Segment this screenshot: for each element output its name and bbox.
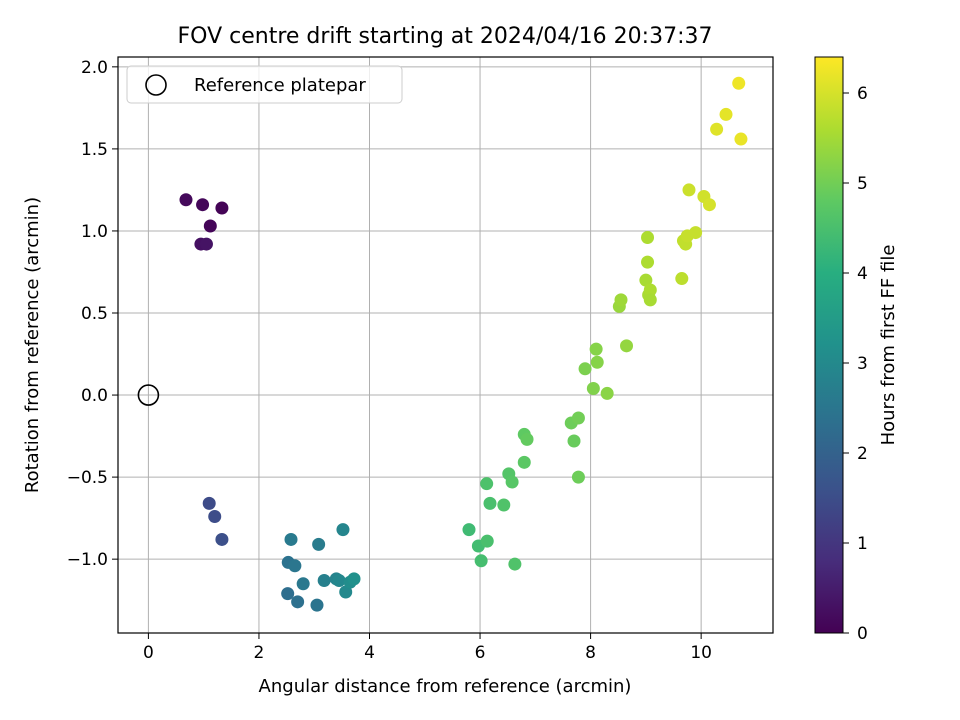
- data-point: [215, 532, 229, 546]
- data-point: [682, 183, 696, 197]
- data-point: [505, 475, 519, 489]
- data-point: [202, 496, 216, 510]
- data-point: [732, 76, 746, 90]
- data-point: [291, 595, 305, 609]
- colorbar-tick-label: 3: [857, 354, 868, 374]
- scatter-points: [179, 76, 748, 612]
- y-tick-label: −1.0: [67, 550, 108, 570]
- data-point: [571, 470, 585, 484]
- y-axis-ticks: −1.0 −0.5 0.0 0.5 1.0 1.5 2.0: [67, 58, 118, 570]
- data-point: [639, 273, 653, 287]
- x-axis-label: Angular distance from reference (arcmin): [259, 676, 632, 697]
- data-point: [520, 432, 534, 446]
- data-point: [734, 132, 748, 146]
- colorbar-label: Hours from first FF file: [878, 245, 899, 446]
- data-point: [589, 342, 603, 356]
- x-tick-label: 6: [475, 643, 486, 663]
- data-point: [317, 573, 331, 587]
- data-point: [497, 498, 511, 512]
- x-tick-label: 0: [143, 643, 154, 663]
- data-point: [567, 434, 581, 448]
- data-point: [578, 362, 592, 376]
- data-point: [614, 293, 628, 307]
- data-point: [600, 386, 614, 400]
- data-point: [483, 496, 497, 510]
- data-point: [620, 339, 634, 353]
- legend-box: [126, 65, 403, 104]
- data-point: [179, 193, 193, 207]
- data-point: [586, 381, 600, 395]
- data-point: [312, 537, 326, 551]
- data-point: [347, 572, 361, 586]
- chart-title: FOV centre drift starting at 2024/04/16 …: [178, 24, 713, 49]
- colorbar-tick-label: 1: [857, 534, 868, 554]
- colorbar-tick-label: 4: [857, 264, 868, 284]
- y-tick-label: 1.0: [81, 222, 108, 242]
- colorbar-tick-label: 0: [857, 624, 868, 644]
- colorbar-tick-label: 2: [857, 444, 868, 464]
- colorbar-tick-label: 6: [857, 84, 868, 104]
- data-point: [288, 559, 302, 573]
- data-point: [710, 122, 724, 136]
- x-tick-label: 8: [585, 643, 596, 663]
- data-point: [689, 226, 703, 240]
- data-point: [336, 523, 350, 537]
- y-axis-label: Rotation from reference (arcmin): [22, 197, 43, 493]
- reference-point-marker: [137, 384, 160, 406]
- data-point: [641, 255, 655, 269]
- data-point: [590, 355, 604, 369]
- y-tick-label: −0.5: [67, 468, 108, 488]
- y-tick-label: 0.5: [81, 304, 108, 324]
- data-point: [480, 477, 494, 491]
- data-point: [462, 523, 476, 537]
- y-tick-label: 2.0: [81, 58, 108, 78]
- data-point: [571, 411, 585, 425]
- x-axis-ticks: 0 2 4 6 8 10: [143, 633, 712, 663]
- plot-area: 0 2 4 6 8 10 −1.0 −0.5 0.0 0.5 1.0 1.5 2.0: [67, 56, 774, 663]
- data-point: [208, 509, 222, 523]
- data-point: [643, 293, 657, 307]
- colorbar-gradient: [814, 56, 844, 634]
- data-point: [199, 237, 213, 251]
- x-tick-label: 2: [254, 643, 265, 663]
- data-point: [339, 585, 353, 599]
- x-tick-label: 4: [364, 643, 375, 663]
- data-point: [675, 272, 689, 286]
- data-point: [702, 198, 716, 212]
- data-point: [215, 201, 229, 215]
- colorbar-ticks: 0 1 2 3 4 5 6: [843, 84, 868, 644]
- data-point: [517, 455, 531, 469]
- x-tick-label: 10: [690, 643, 712, 663]
- data-point: [480, 534, 494, 548]
- data-point: [643, 283, 657, 297]
- legend: Reference platepar: [126, 65, 403, 104]
- data-point: [203, 219, 217, 233]
- legend-label-reference-platepar: Reference platepar: [194, 75, 366, 96]
- data-point: [310, 598, 324, 612]
- data-point: [508, 557, 522, 571]
- data-point: [296, 577, 310, 591]
- data-point: [196, 198, 210, 212]
- colorbar-tick-label: 5: [857, 174, 868, 194]
- plot-frame: [117, 56, 774, 634]
- data-point: [284, 532, 298, 546]
- plot-background: [118, 57, 773, 633]
- colorbar: 0 1 2 3 4 5 6 Hours from first FF file: [814, 56, 899, 644]
- data-point: [474, 554, 488, 568]
- y-tick-label: 0.0: [81, 386, 108, 406]
- data-point: [332, 573, 346, 587]
- y-tick-label: 1.5: [81, 140, 108, 160]
- data-point: [281, 587, 295, 601]
- data-point: [641, 231, 655, 245]
- data-point: [719, 107, 733, 121]
- legend-marker-open-circle: [145, 74, 167, 96]
- grid-lines: [118, 57, 773, 633]
